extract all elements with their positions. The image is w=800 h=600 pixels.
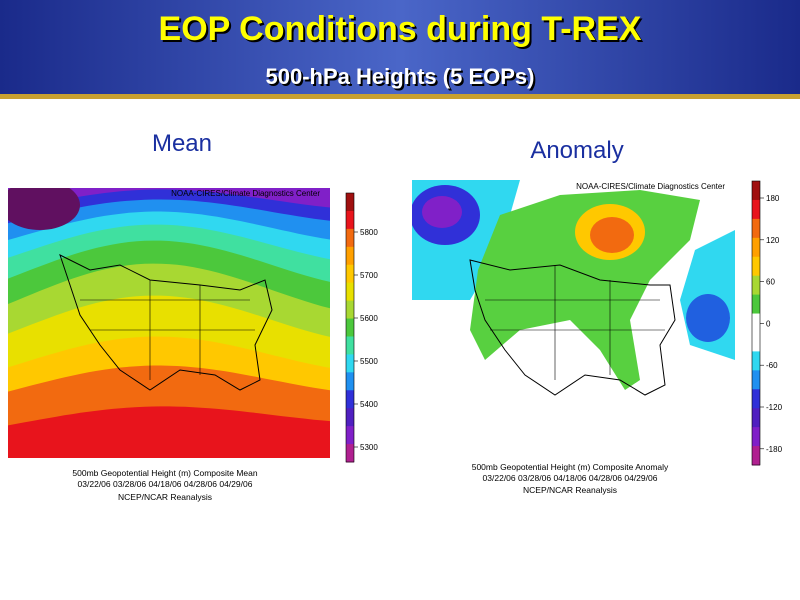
colorbar-segment	[752, 199, 760, 220]
colorbar-segment	[346, 390, 354, 409]
colorbar-segment	[346, 300, 354, 320]
colorbar-segment	[752, 389, 760, 409]
land-outline	[485, 265, 665, 380]
header-band	[0, 0, 800, 94]
band	[8, 188, 330, 211]
colorbar-label: 5400	[360, 400, 378, 409]
colorbar-segment	[346, 444, 354, 463]
colorbar-segment	[752, 256, 760, 277]
colorbar-segment	[346, 282, 354, 302]
colorbar-segment	[752, 332, 760, 352]
title: EOP Conditions during T-REX	[159, 10, 642, 48]
colorbar-label: 5500	[360, 357, 378, 366]
colorbar-segment	[752, 427, 760, 447]
colorbar-segment	[752, 275, 760, 296]
colorbar-segment	[346, 246, 354, 266]
colorbar-segment	[752, 313, 760, 333]
colorbar-segment	[346, 372, 354, 391]
colorbar-label: -60	[766, 361, 778, 370]
colorbar-segment	[346, 354, 354, 373]
colorbar-label: 5300	[360, 443, 378, 452]
subtitle-shadow: 500-hPa Heights (5 EOPs)	[268, 66, 537, 91]
colorbar-label: 5600	[360, 314, 378, 323]
panel-label: Mean	[152, 130, 212, 157]
title-shadow: EOP Conditions during T-REX	[161, 12, 644, 50]
anomaly-map	[412, 180, 735, 460]
subtitle: 500-hPa Heights (5 EOPs)	[266, 64, 535, 89]
colorbar-label: 180	[766, 194, 780, 203]
colorbar-label: -120	[766, 403, 783, 412]
colorbar-frame	[751, 180, 761, 466]
colorbar-segment	[752, 218, 760, 239]
colorbar-label: 60	[766, 278, 775, 287]
caption: NCEP/NCAR Reanalysis	[118, 492, 212, 502]
colorbar-segment	[752, 351, 760, 371]
colorbar-label: 5700	[360, 271, 378, 280]
band	[8, 188, 80, 230]
land-outline	[80, 280, 255, 380]
caption: 03/22/06 03/28/06 04/18/06 04/28/06 04/2…	[78, 479, 253, 489]
colorbar-frame	[345, 192, 355, 463]
map-credit: NOAA-CIRES/Climate Diagnostics Center	[576, 182, 725, 191]
caption: 500mb Geopotential Height (m) Composite …	[72, 468, 257, 478]
colorbar-label: 0	[766, 319, 771, 328]
caption: 500mb Geopotential Height (m) Composite …	[472, 462, 669, 472]
caption: NCEP/NCAR Reanalysis	[523, 485, 617, 495]
colorbar-label: 120	[766, 236, 780, 245]
colorbar-segment	[346, 336, 354, 355]
header-rule	[0, 94, 800, 99]
colorbar-segment	[346, 426, 354, 445]
colorbar-segment	[752, 370, 760, 390]
colorbar-segment	[752, 237, 760, 258]
band	[686, 294, 730, 342]
colorbar-segment	[752, 408, 760, 428]
colorbar-label: -180	[766, 445, 783, 454]
colorbar-segment	[752, 446, 760, 466]
colorbar-segment	[346, 264, 354, 284]
colorbar-label: 5800	[360, 228, 378, 237]
colorbar-segment	[346, 193, 354, 212]
colorbar-segment	[346, 318, 354, 337]
colorbar-segment	[346, 408, 354, 427]
panel-label: Anomaly	[530, 137, 623, 164]
land-outline	[469, 259, 676, 396]
band	[8, 188, 330, 224]
band	[590, 217, 634, 253]
map-credit: NOAA-CIRES/Climate Diagnostics Center	[171, 189, 320, 198]
colorbar-segment	[752, 294, 760, 315]
band	[422, 196, 462, 228]
mean-map	[8, 188, 330, 458]
colorbar-segment	[346, 228, 354, 248]
colorbar-segment	[752, 181, 760, 201]
colorbar-segment	[346, 210, 354, 230]
caption: 03/22/06 03/28/06 04/18/06 04/28/06 04/2…	[483, 473, 658, 483]
